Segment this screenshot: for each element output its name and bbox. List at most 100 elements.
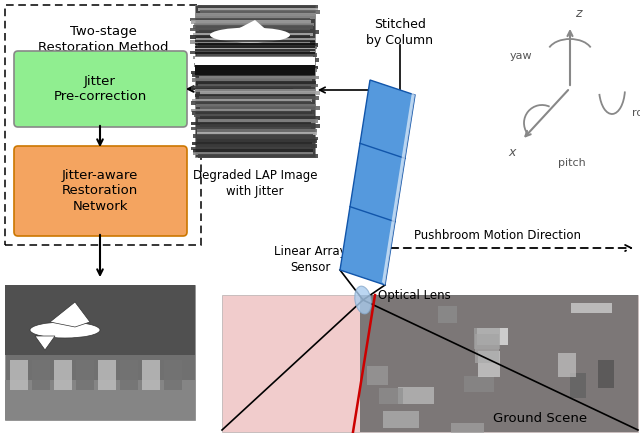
Bar <box>196 38 316 42</box>
Bar <box>192 111 312 115</box>
Bar <box>10 360 28 390</box>
Bar <box>199 96 319 100</box>
Bar <box>5 285 195 355</box>
Bar <box>32 360 50 390</box>
Text: pitch: pitch <box>558 158 586 168</box>
Polygon shape <box>360 295 638 432</box>
Bar <box>191 86 312 90</box>
Bar <box>195 49 315 51</box>
Bar <box>193 56 313 59</box>
Bar <box>598 360 614 388</box>
Bar <box>195 48 315 52</box>
Bar <box>190 18 310 21</box>
Text: Jitter-aware
Restoration
Network: Jitter-aware Restoration Network <box>62 168 138 213</box>
Bar <box>198 137 319 140</box>
Bar <box>200 30 319 34</box>
Text: yaw: yaw <box>509 51 532 61</box>
Bar <box>200 116 319 120</box>
Bar <box>195 114 314 117</box>
Polygon shape <box>35 336 55 350</box>
Bar <box>478 351 500 377</box>
Bar <box>195 94 315 97</box>
Polygon shape <box>382 92 415 285</box>
Bar <box>195 43 315 45</box>
Bar <box>196 81 316 84</box>
Bar <box>195 61 315 64</box>
Bar <box>195 57 315 65</box>
Bar <box>194 23 314 26</box>
Bar <box>451 423 484 433</box>
Text: Pushbroom Motion Direction: Pushbroom Motion Direction <box>413 229 580 242</box>
Bar <box>192 99 312 102</box>
Bar <box>191 71 312 74</box>
Bar <box>193 134 313 138</box>
Bar <box>197 53 317 57</box>
Polygon shape <box>230 20 270 39</box>
Bar <box>200 107 319 110</box>
Bar <box>199 76 319 80</box>
Bar <box>200 91 320 95</box>
Polygon shape <box>340 80 415 285</box>
Polygon shape <box>50 302 90 327</box>
Bar <box>190 51 310 54</box>
Bar <box>190 28 310 31</box>
Bar <box>193 33 313 36</box>
Bar <box>196 45 317 49</box>
Bar <box>475 334 499 363</box>
Bar <box>164 360 182 390</box>
Bar <box>367 366 388 385</box>
Bar <box>5 285 195 420</box>
Bar <box>571 303 612 313</box>
Text: Optical Lens: Optical Lens <box>378 288 451 301</box>
Polygon shape <box>222 295 638 432</box>
Text: Degraded LAP Image
with Jitter: Degraded LAP Image with Jitter <box>193 169 317 198</box>
Bar <box>195 40 315 42</box>
Bar <box>191 126 311 130</box>
Text: z: z <box>575 7 582 20</box>
Bar <box>438 306 457 323</box>
Bar <box>200 124 319 128</box>
Bar <box>198 144 317 148</box>
Text: Two-stage
Restoration Method: Two-stage Restoration Method <box>38 25 168 54</box>
Bar <box>191 20 310 24</box>
Bar <box>198 5 318 9</box>
Bar <box>194 63 314 67</box>
Bar <box>120 360 138 390</box>
Bar <box>195 46 315 48</box>
Ellipse shape <box>355 286 371 314</box>
Bar <box>196 15 316 19</box>
Bar <box>200 10 320 13</box>
Text: roll: roll <box>632 108 640 118</box>
Bar <box>193 149 313 153</box>
Bar <box>191 109 311 113</box>
Bar <box>570 373 586 398</box>
Bar <box>558 353 576 377</box>
Bar <box>195 65 315 75</box>
Bar <box>398 387 434 404</box>
Bar <box>5 5 201 245</box>
Bar <box>191 122 311 125</box>
Bar <box>191 147 311 150</box>
Bar <box>197 132 317 135</box>
Bar <box>198 66 317 69</box>
Bar <box>193 78 312 82</box>
Bar <box>193 152 312 155</box>
Bar <box>383 411 419 428</box>
FancyBboxPatch shape <box>14 51 187 127</box>
Bar <box>197 68 317 72</box>
Bar <box>195 52 315 54</box>
Bar <box>198 119 319 123</box>
Bar <box>192 142 312 145</box>
Bar <box>195 5 315 157</box>
FancyBboxPatch shape <box>14 146 187 236</box>
Bar <box>191 101 312 105</box>
Bar <box>198 84 318 87</box>
Bar <box>54 360 72 390</box>
Bar <box>474 328 500 349</box>
Bar <box>190 36 310 39</box>
Bar <box>195 89 315 92</box>
Bar <box>193 74 312 77</box>
Bar <box>196 104 316 107</box>
Bar <box>199 58 319 62</box>
Text: Ground Scene: Ground Scene <box>493 412 587 425</box>
